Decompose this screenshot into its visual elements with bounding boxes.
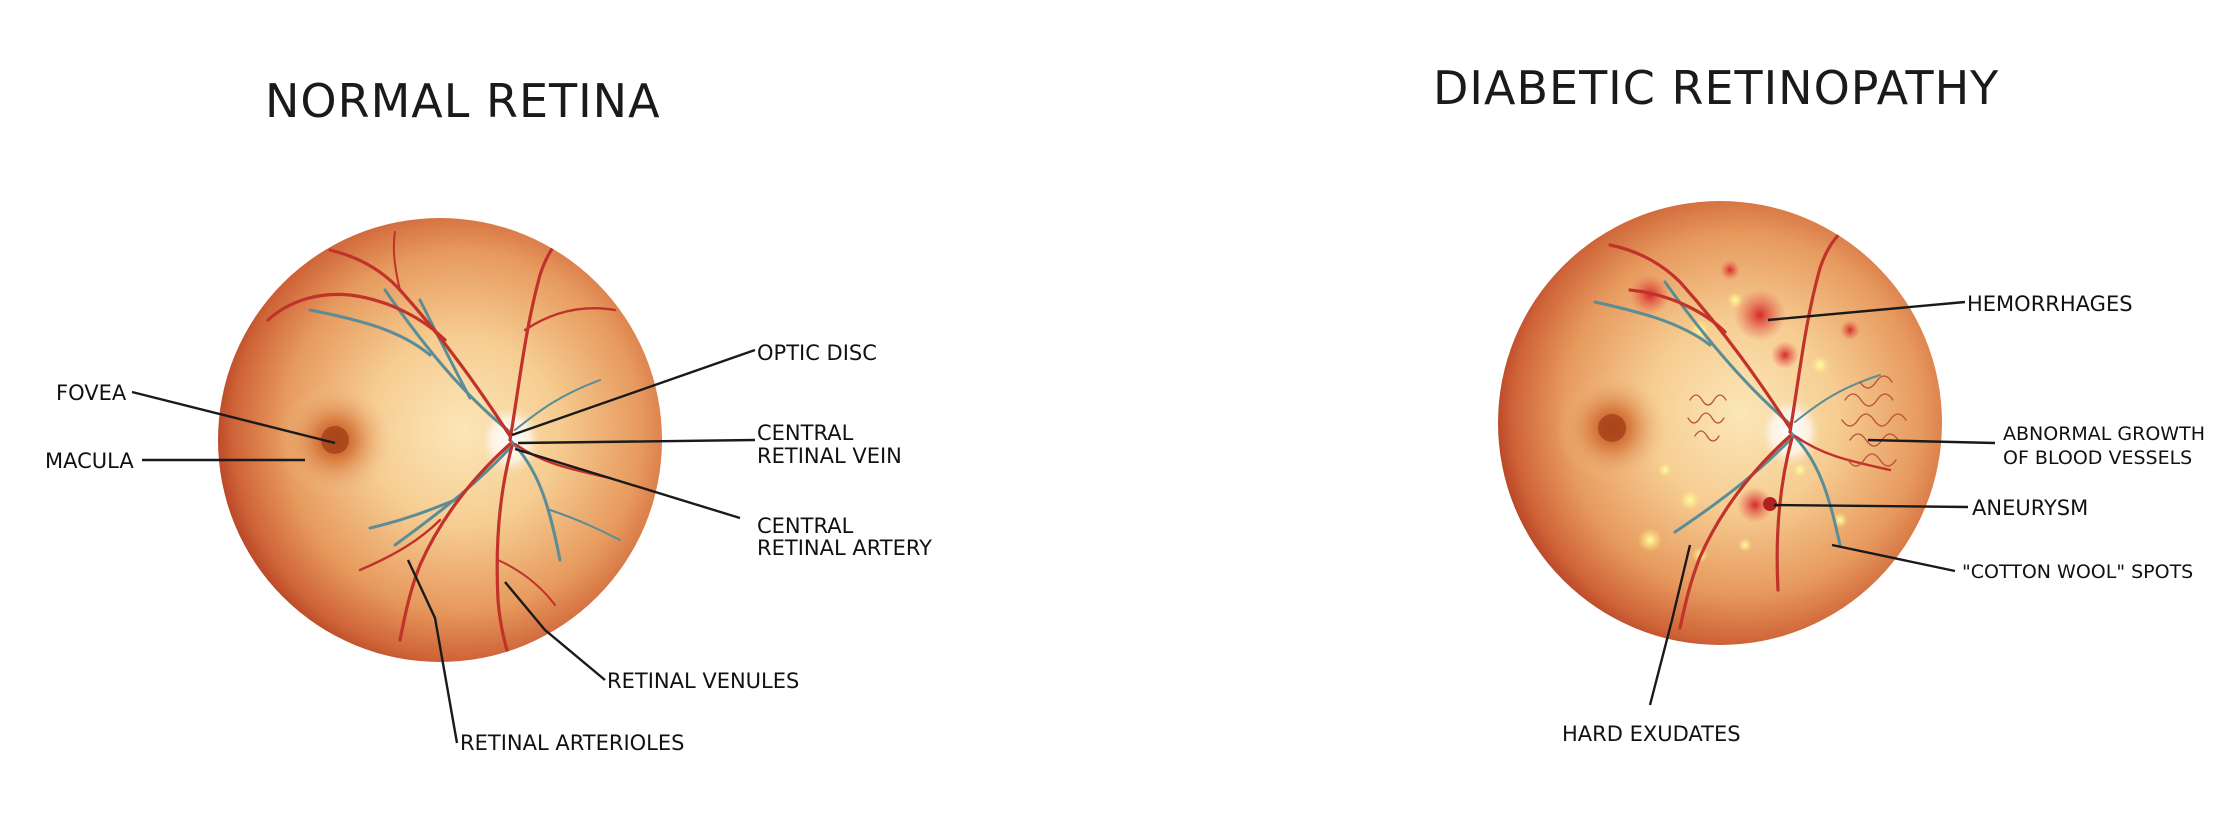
diabetic-retinopathy-title: DIABETIC RETINOPATHY <box>1433 61 1999 115</box>
label-central-retinal-artery-1: CENTRAL <box>757 514 854 538</box>
normal-retina-title: NORMAL RETINA <box>265 74 661 128</box>
abnormal-vessel-tangle <box>1687 375 1907 467</box>
label-hard-exudates: HARD EXUDATES <box>1562 722 1741 746</box>
label-hemorrhages: HEMORRHAGES <box>1967 292 2133 316</box>
normal-retina-leaders <box>131 348 756 744</box>
label-cotton-wool-spots: "COTTON WOOL" SPOTS <box>1962 561 2193 583</box>
diabetic-retinopathy-leaders <box>1648 300 1996 706</box>
normal-retina-panel: NORMAL RETINA <box>45 74 932 755</box>
diabetic-retina-eye <box>1498 201 1942 645</box>
diabetic-retinopathy-panel: DIABETIC RETINOPATHY <box>1433 61 2205 746</box>
fovea-spot <box>321 426 349 454</box>
label-optic-disc: OPTIC DISC <box>757 341 877 365</box>
label-retinal-arterioles: RETINAL ARTERIOLES <box>460 731 684 755</box>
label-central-retinal-artery-2: RETINAL ARTERY <box>757 536 932 560</box>
label-fovea: FOVEA <box>56 381 127 405</box>
label-abnormal-growth-1: ABNORMAL GROWTH <box>2003 423 2205 445</box>
label-macula: MACULA <box>45 449 134 473</box>
normal-retina-eye <box>218 218 662 662</box>
label-retinal-venules: RETINAL VENULES <box>607 669 799 693</box>
label-central-retinal-vein-1: CENTRAL <box>757 421 854 445</box>
hemorrhage-spots <box>1630 260 1860 523</box>
label-aneurysm: ANEURYSM <box>1972 496 2088 520</box>
label-central-retinal-vein-2: RETINAL VEIN <box>757 444 902 468</box>
label-abnormal-growth-2: OF BLOOD VESSELS <box>2003 447 2192 469</box>
aneurysm-dot <box>1763 497 1777 511</box>
